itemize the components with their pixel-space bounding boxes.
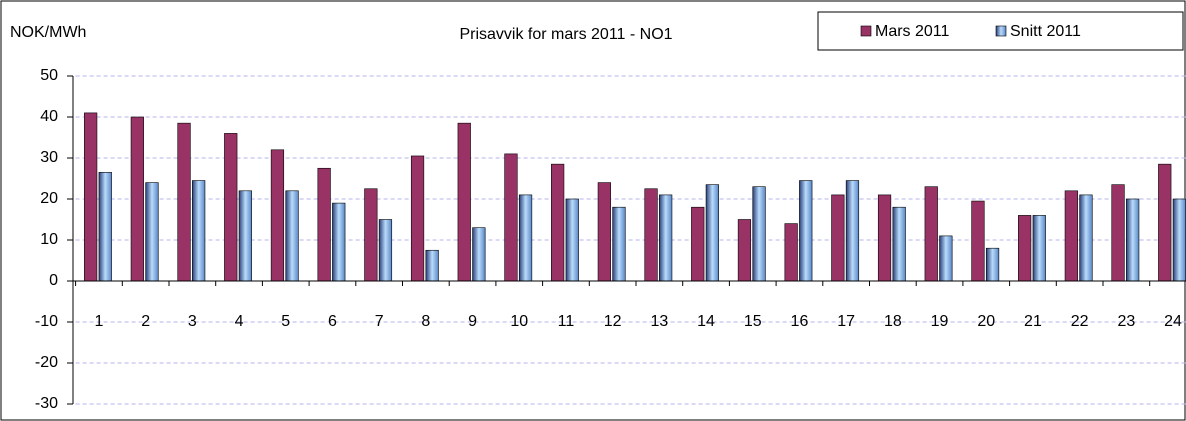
bar [238,190,252,282]
bar [659,194,673,282]
bar [1172,198,1186,282]
legend-swatch [995,25,1007,37]
bar [84,112,98,282]
x-tick-label: 10 [510,313,528,330]
x-tick-label: 9 [468,313,477,330]
bar [1064,190,1078,282]
y-tick-label: 50 [40,67,58,84]
bar [831,194,845,282]
bar [705,184,719,282]
bar [971,200,985,282]
bar [752,186,766,282]
bar [317,167,331,282]
x-tick-label: 8 [421,313,430,330]
bar [130,116,144,282]
bar [612,206,626,282]
x-tick-label: 17 [837,313,855,330]
y-tick-label: 20 [40,190,58,207]
bar [565,198,579,282]
bar [892,206,906,282]
bar [1126,198,1140,282]
bar [472,227,486,282]
x-tick-label: 20 [977,313,995,330]
bar [691,206,705,282]
legend-label: Mars 2011 [875,23,950,40]
x-tick-label: 13 [650,313,668,330]
bar [1032,215,1046,282]
x-tick-label: 11 [558,313,575,330]
y-tick-label: -30 [35,395,58,412]
x-tick-label: 5 [281,313,290,330]
bar [425,249,439,282]
x-tick-label: 19 [931,313,949,330]
legend-label: Snitt 2011 [1010,23,1081,40]
bar [145,182,159,282]
bar [784,223,798,282]
x-tick-label: 12 [604,313,622,330]
y-tick-label: 0 [49,272,58,289]
x-tick-label: 16 [791,313,809,330]
bar [644,188,658,282]
x-tick-label: 4 [235,313,244,330]
x-tick-label: 22 [1071,313,1089,330]
bar [551,163,565,282]
bar [985,247,1000,282]
bar [597,182,611,282]
bar [364,188,378,282]
x-tick-label: 14 [697,313,715,330]
x-tick-label: 21 [1024,313,1042,330]
bar [924,186,938,282]
y-tick-label: -10 [35,313,58,330]
bar [1018,215,1032,282]
x-tick-label: 6 [328,313,337,330]
y-tick-label: 30 [40,149,58,166]
x-tick-label: 1 [94,313,103,330]
bar [1079,194,1093,282]
bar [192,180,206,282]
bar [504,153,518,282]
x-tick-label: 2 [141,313,150,330]
bar [332,202,346,282]
bar [518,194,533,282]
x-tick-label: 7 [375,313,384,330]
bar [1111,184,1125,282]
bar [939,235,953,282]
chart-title: Prisavvik for mars 2011 - NO1 [459,26,672,43]
x-tick-label: 24 [1164,313,1182,330]
bar [845,180,860,282]
x-tick-label: 23 [1117,313,1135,330]
y-axis-label: NOK/MWh [10,24,86,41]
bar [285,190,299,282]
bar [378,219,393,282]
bar [799,180,813,282]
bar [410,155,425,282]
bar [224,133,238,282]
bar [457,122,471,282]
bar [177,122,191,282]
bar [98,172,112,282]
legend-swatch [860,25,872,37]
y-tick-label: 40 [40,108,58,125]
bar [1158,163,1172,282]
x-tick-label: 15 [744,313,762,330]
y-tick-label: 10 [40,231,58,248]
bar [737,219,752,282]
bar [270,149,285,282]
y-tick-label: -20 [35,354,58,371]
x-tick-label: 3 [188,313,197,330]
x-tick-label: 18 [884,313,902,330]
bar [877,194,892,282]
